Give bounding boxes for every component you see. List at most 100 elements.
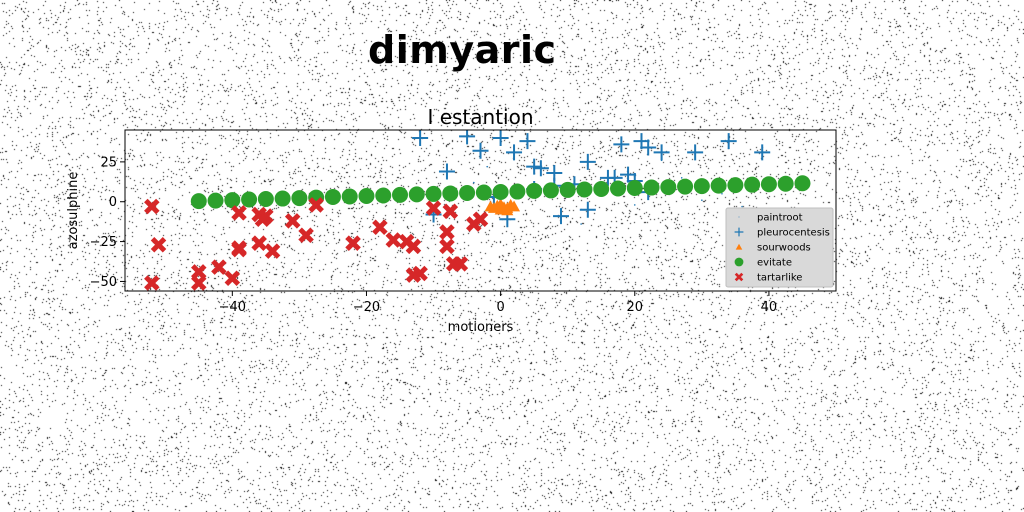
axes-frame — [124, 129, 837, 292]
data-point-plus — [492, 130, 509, 146]
data-point-x — [452, 256, 469, 272]
legend-box — [725, 207, 834, 288]
data-point-x — [472, 211, 489, 228]
data-point-plus — [620, 166, 637, 183]
data-point-circle — [734, 257, 744, 267]
data-point-x — [298, 227, 314, 243]
y-axis-label: azosulphine — [66, 172, 81, 250]
data-point-triangle — [735, 243, 743, 250]
data-point-circle — [358, 187, 375, 204]
data-point-dot — [580, 223, 582, 225]
data-point-circle — [408, 186, 425, 203]
data-point-x — [385, 232, 402, 248]
data-point-circle — [777, 175, 794, 192]
chart-title: I estantion — [427, 105, 533, 129]
data-point-plus — [579, 153, 596, 170]
legend-item: tartarlike — [734, 273, 802, 284]
data-point-dot — [486, 165, 489, 168]
data-point-circle — [291, 190, 308, 207]
data-point-plus — [438, 163, 455, 180]
data-point-x — [224, 270, 241, 287]
data-point-circle — [274, 190, 291, 207]
data-point-circle — [375, 187, 392, 204]
data-point-x — [308, 197, 324, 213]
data-point-plus — [459, 130, 476, 145]
data-point-circle — [257, 191, 274, 208]
data-point-circle — [241, 191, 258, 208]
legend-label: pleurocentesis — [757, 228, 830, 239]
data-point-circle — [760, 176, 777, 193]
data-point-circle — [693, 178, 710, 195]
data-point-circle — [341, 188, 358, 205]
x-tick-label: 40 — [761, 300, 778, 315]
data-point-plus — [532, 160, 549, 177]
x-axis-label: motioners — [448, 320, 514, 335]
legend-item: pleurocentesis — [734, 227, 830, 239]
data-point-circle — [542, 182, 559, 199]
data-point-plus — [506, 144, 523, 161]
data-point-plus — [526, 158, 543, 175]
data-point-x — [439, 224, 455, 240]
data-point-circle — [425, 185, 442, 202]
data-point-circle — [526, 182, 543, 199]
y-tick-label: −50 — [90, 275, 117, 290]
y-tick-label: 25 — [100, 155, 117, 170]
data-point-dot — [701, 199, 703, 201]
data-point-circle — [626, 180, 643, 197]
legend-label: paintroot — [757, 213, 803, 224]
legend-label: sourwoods — [757, 243, 811, 254]
data-point-circle — [643, 179, 660, 196]
data-point-plus — [472, 142, 489, 159]
data-point-plus — [734, 227, 744, 237]
data-point-plus — [720, 133, 737, 150]
data-point-dot — [633, 204, 636, 206]
data-point-x — [372, 219, 388, 236]
data-point-triangle — [494, 198, 507, 209]
series-evitate — [190, 175, 811, 210]
series-sourwoods — [484, 198, 521, 216]
data-point-plus — [754, 144, 771, 161]
data-point-circle — [744, 176, 761, 193]
data-point-circle — [475, 184, 492, 201]
data-point-x — [284, 213, 301, 229]
data-point-circle — [324, 188, 341, 205]
x-tick-label: 0 — [496, 300, 504, 315]
data-point-x — [345, 235, 361, 251]
data-point-x — [231, 241, 247, 258]
legend: paintroot pleurocentesis sourwoods evitate t… — [725, 207, 834, 288]
series-pleurocentesis — [412, 130, 771, 228]
data-point-plus — [552, 208, 569, 225]
data-point-dot — [741, 205, 743, 208]
data-point-triangle — [508, 200, 521, 212]
data-point-circle — [677, 178, 694, 195]
data-point-dot — [738, 216, 740, 218]
data-point-circle — [660, 179, 677, 196]
data-point-dot — [680, 177, 683, 179]
x-axis: −40 −20 0 20 40 — [219, 291, 778, 315]
data-point-x — [251, 235, 267, 251]
series-tartarlike — [144, 197, 489, 291]
legend-item: evitate — [734, 257, 792, 269]
y-tick-label: −25 — [90, 235, 117, 250]
data-point-circle — [224, 192, 241, 209]
data-point-x — [144, 275, 160, 291]
x-tick-label: −20 — [353, 300, 380, 315]
data-point-x — [150, 237, 167, 253]
data-point-x — [412, 265, 428, 282]
data-point-circle — [610, 180, 627, 197]
data-point-x — [231, 205, 247, 221]
data-point-circle — [559, 181, 576, 198]
data-point-circle — [190, 193, 207, 210]
data-point-x — [442, 203, 459, 220]
data-point-x — [439, 238, 455, 255]
data-point-circle — [492, 184, 509, 201]
data-point-x — [211, 259, 227, 275]
x-tick-label: −40 — [219, 300, 246, 315]
data-point-circle — [442, 185, 459, 202]
data-point-plus — [653, 144, 670, 161]
x-tick-label: 20 — [627, 300, 644, 315]
data-point-circle — [710, 177, 727, 194]
data-point-circle — [727, 177, 744, 194]
